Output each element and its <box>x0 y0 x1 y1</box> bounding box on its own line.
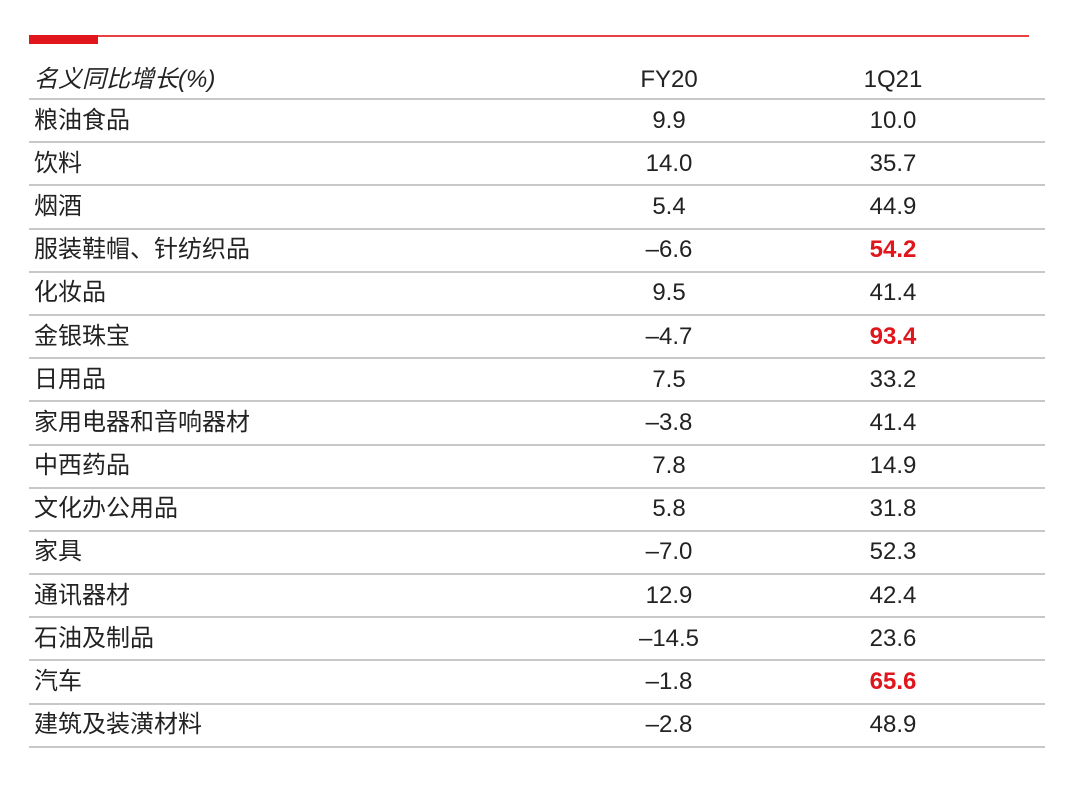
fy20-value: 9.5 <box>652 279 686 307</box>
category-name: 粮油食品 <box>34 106 130 134</box>
fy20-value: 5.8 <box>652 495 686 523</box>
table-row: 文化办公用品 5.8 31.8 <box>29 489 1045 532</box>
fy20-value: –1.8 <box>645 668 693 696</box>
table-row: 金银珠宝 –4.7 93.4 <box>29 316 1045 360</box>
category-name: 汽车 <box>34 668 82 696</box>
header-1q21: 1Q21 <box>863 66 923 93</box>
table-row: 中西药品 7.8 14.9 <box>29 446 1045 489</box>
fy20-value: –4.7 <box>645 322 693 350</box>
category-name: 饮料 <box>34 149 82 177</box>
category-name: 石油及制品 <box>34 624 154 652</box>
table-row: 粮油食品 9.9 10.0 <box>29 100 1045 144</box>
table-row: 烟酒 5.4 44.9 <box>29 186 1045 230</box>
fy20-value: 14.0 <box>645 149 693 177</box>
1q21-value: 42.4 <box>869 581 917 609</box>
fy20-value: –2.8 <box>645 711 693 739</box>
table-row: 通讯器材 12.9 42.4 <box>29 575 1045 619</box>
1q21-value: 41.4 <box>869 279 917 307</box>
category-name: 建筑及装潢材料 <box>34 711 202 739</box>
category-name: 家用电器和音响器材 <box>34 408 250 436</box>
top-rule <box>29 35 1029 37</box>
table-row: 服装鞋帽、针纺织品 –6.6 54.2 <box>29 230 1045 273</box>
category-name: 通讯器材 <box>34 581 130 609</box>
fy20-value: 7.8 <box>652 452 686 480</box>
header-fy20: FY20 <box>640 66 698 93</box>
top-accent-bar <box>29 35 98 44</box>
1q21-value: 14.9 <box>869 452 917 480</box>
fy20-value: –14.5 <box>638 624 700 652</box>
table-header-row: 名义同比增长(%) FY20 1Q21 <box>29 62 1045 100</box>
fy20-value: 5.4 <box>652 192 686 220</box>
fy20-value: –6.6 <box>645 236 693 264</box>
header-label: 名义同比增长(%) <box>34 66 216 93</box>
category-name: 文化办公用品 <box>34 495 178 523</box>
table-row: 家具 –7.0 52.3 <box>29 532 1045 576</box>
fy20-value: 7.5 <box>652 365 686 393</box>
1q21-value: 93.4 <box>869 322 917 350</box>
table-row: 家用电器和音响器材 –3.8 41.4 <box>29 402 1045 446</box>
1q21-value: 35.7 <box>869 149 917 177</box>
category-name: 日用品 <box>34 365 106 393</box>
category-name: 烟酒 <box>34 192 82 220</box>
table-row: 日用品 7.5 33.2 <box>29 359 1045 403</box>
category-name: 金银珠宝 <box>34 322 130 350</box>
table-row: 饮料 14.0 35.7 <box>29 143 1045 187</box>
1q21-value: 54.2 <box>869 236 917 264</box>
1q21-value: 31.8 <box>869 495 917 523</box>
1q21-value: 23.6 <box>869 624 917 652</box>
table-row: 汽车 –1.8 65.6 <box>29 661 1045 705</box>
category-name: 服装鞋帽、针纺织品 <box>34 236 250 264</box>
table-row: 石油及制品 –14.5 23.6 <box>29 618 1045 662</box>
table-row: 建筑及装潢材料 –2.8 48.9 <box>29 705 1045 748</box>
1q21-value: 10.0 <box>869 106 917 134</box>
fy20-value: –3.8 <box>645 408 693 436</box>
table-row: 化妆品 9.5 41.4 <box>29 273 1045 316</box>
1q21-value: 48.9 <box>869 711 917 739</box>
1q21-value: 33.2 <box>869 365 917 393</box>
fy20-value: 9.9 <box>652 106 686 134</box>
category-name: 化妆品 <box>34 279 106 307</box>
1q21-value: 41.4 <box>869 408 917 436</box>
fy20-value: 12.9 <box>645 581 693 609</box>
fy20-value: –7.0 <box>645 538 693 566</box>
category-name: 家具 <box>34 538 82 566</box>
1q21-value: 52.3 <box>869 538 917 566</box>
category-name: 中西药品 <box>34 452 130 480</box>
growth-table: 名义同比增长(%) FY20 1Q21 粮油食品 9.9 10.0 饮料 14.0 35.… <box>29 62 1045 748</box>
1q21-value: 65.6 <box>869 668 917 696</box>
1q21-value: 44.9 <box>869 192 917 220</box>
table-body: 粮油食品 9.9 10.0 饮料 14.0 35.7 烟酒 5.4 44.9 服装鞋帽、针纺织品 –… <box>29 100 1045 748</box>
